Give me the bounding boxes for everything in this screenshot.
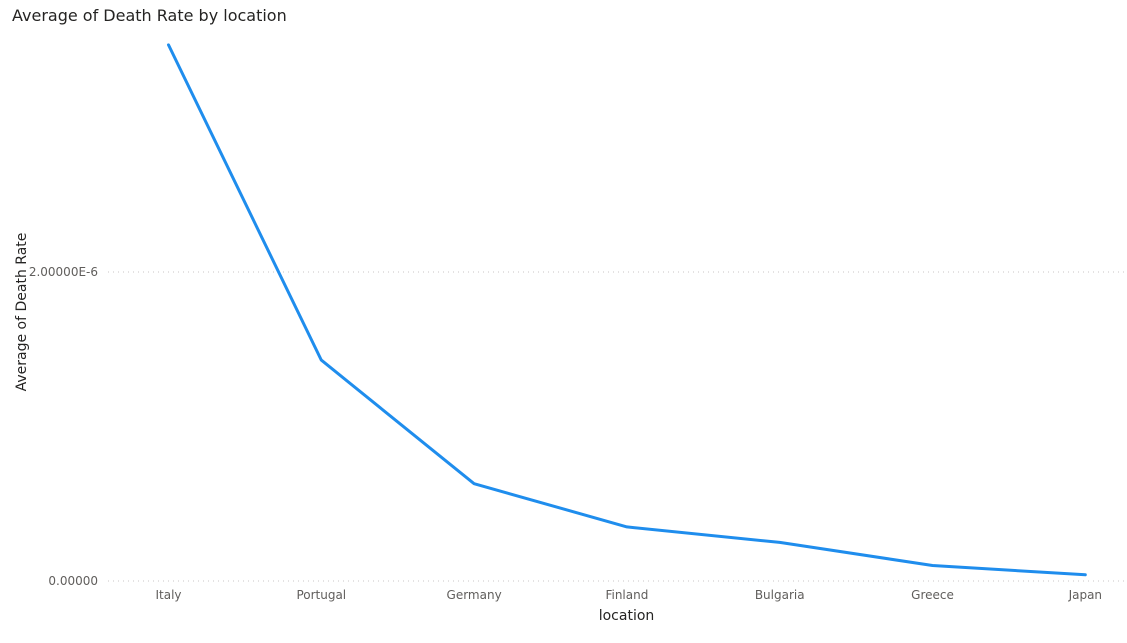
x-tick-label: Greece [911,588,954,602]
chart-title: Average of Death Rate by location [12,6,287,25]
x-axis-title: location [599,608,655,624]
gridlines [108,271,1125,582]
y-axis-ticks: 0.00000 2.00000E-6 [29,265,98,588]
series-layer [167,43,1087,577]
y-tick-label: 0.00000 [48,574,98,588]
x-tick-label: Japan [1068,588,1102,602]
x-tick-label: Germany [447,588,502,602]
y-axis-title: Average of Death Rate [14,233,30,392]
x-tick-label: Portugal [296,588,346,602]
x-tick-label: Italy [155,588,181,602]
y-tick-label: 2.00000E-6 [29,265,98,279]
series-line [167,43,1087,577]
x-tick-label: Finland [605,588,648,602]
x-tick-label: Bulgaria [755,588,805,602]
x-axis-ticks: Italy Portugal Germany Finland Bulgaria Greec… [155,588,1102,602]
